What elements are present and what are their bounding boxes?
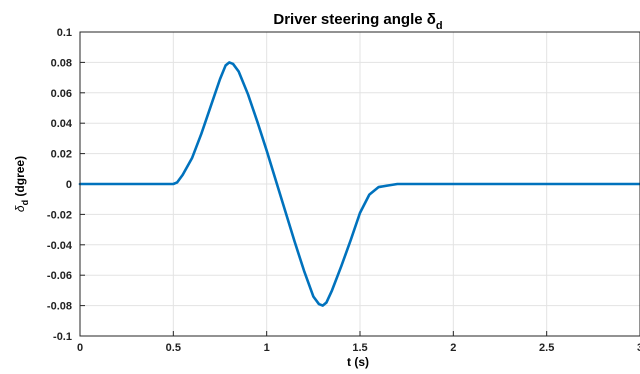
x-axis-label: t (s) xyxy=(347,355,369,369)
x-tick-label: 3 xyxy=(637,342,640,354)
y-tick-label: -0.1 xyxy=(53,331,72,343)
steering-angle-series-line xyxy=(78,61,640,307)
y-axis-label-unit: (dgree) xyxy=(13,156,27,200)
x-tick-label: 0.5 xyxy=(166,342,181,354)
y-tick-label: 0.02 xyxy=(51,149,72,161)
chart-title: Driver steering angle δd xyxy=(273,11,442,32)
y-tick-label: -0.02 xyxy=(47,209,72,221)
y-axis-label: δd (dgree) xyxy=(13,156,30,212)
y-tick-label: -0.06 xyxy=(47,270,72,282)
tick-labels: 0 0.5 1 1.5 2 2.5 3 0.1 0.08 0.06 0.04 0.02 0 -0.02 -0… xyxy=(47,27,640,354)
x-tick-label: 1.5 xyxy=(352,342,367,354)
x-tick-label: 2 xyxy=(450,342,456,354)
plot-frame xyxy=(79,31,640,337)
y-tick-label: 0 xyxy=(66,179,72,191)
y-tick-label: -0.04 xyxy=(47,240,73,252)
y-tick-label: 0.04 xyxy=(51,118,73,130)
chart-title-subscript: d xyxy=(436,20,443,32)
x-tick-label: 1 xyxy=(264,342,270,354)
x-tick-label: 2.5 xyxy=(539,342,554,354)
y-tick-label: -0.08 xyxy=(47,301,72,313)
y-tick-label: 0.06 xyxy=(51,88,72,100)
y-tick-label: 0.08 xyxy=(51,57,72,69)
y-tick-label: 0.1 xyxy=(57,27,72,39)
x-tick-label: 0 xyxy=(77,342,83,354)
y-axis-label-subscript: d xyxy=(20,200,30,206)
y-axis-label-symbol: δ xyxy=(13,205,27,212)
